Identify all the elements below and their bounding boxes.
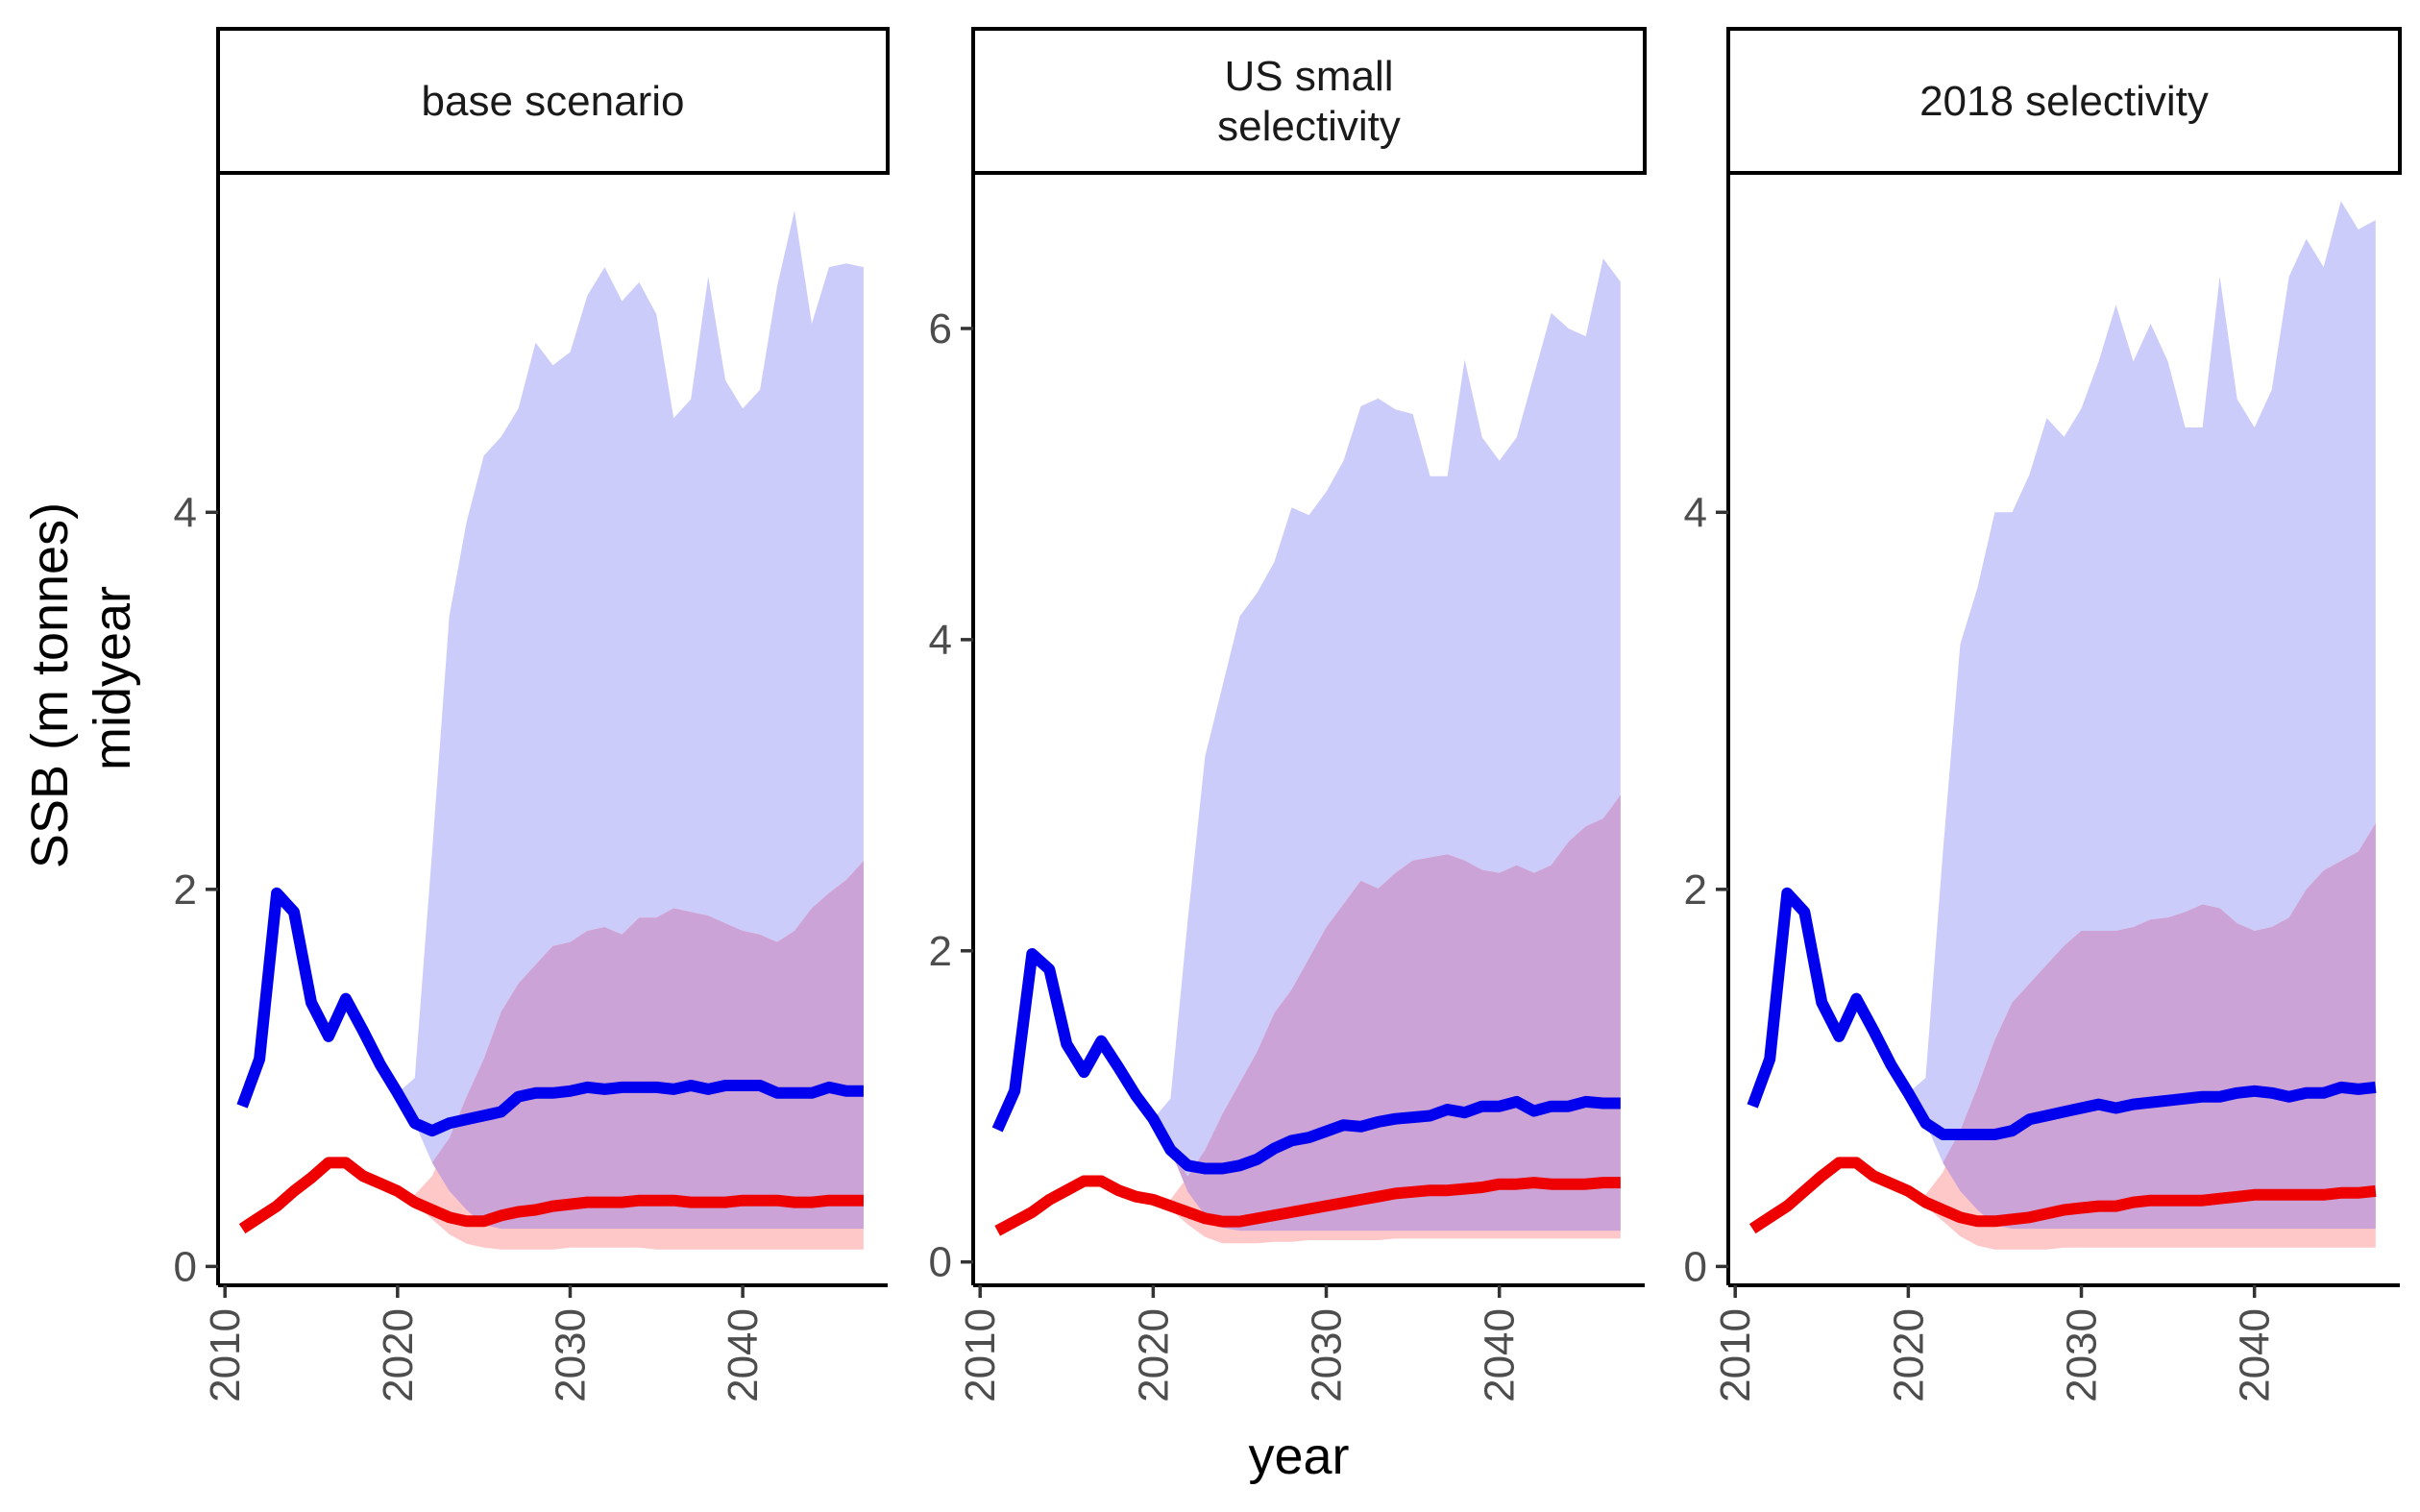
- x-tick-label: 2020: [375, 1308, 422, 1402]
- panel-2: US small selectivity 0 2 4 6 2010 2020 2030 2040: [929, 27, 1647, 1402]
- red-median-line: [1748, 1157, 2377, 1234]
- y-tick-label: 2: [929, 928, 952, 975]
- blue-median-line: [1747, 887, 2377, 1140]
- panel-title-line: base scenario: [422, 78, 685, 125]
- x-axis-title: year: [1248, 1427, 1349, 1485]
- x-tick-label: 2030: [1304, 1308, 1351, 1402]
- x-tick-label: 2010: [202, 1308, 249, 1402]
- panel-title: base scenario: [422, 78, 685, 125]
- panel-strip: [216, 27, 890, 175]
- y-tick-label: 0: [929, 1239, 952, 1286]
- panel-strip: [971, 27, 1647, 175]
- x-tick-label: 2040: [1477, 1308, 1524, 1402]
- panel-title-line: selectivity: [1217, 103, 1401, 150]
- x-tick-label: 2020: [1130, 1308, 1177, 1402]
- y-tick-label: 2: [1684, 866, 1707, 914]
- overlap-interval-band: [242, 861, 864, 1230]
- red-median-line: [994, 1175, 1621, 1236]
- y-axis-title: SSB (m tonnes) midyear: [21, 488, 141, 868]
- y-tick-label: 2: [174, 866, 197, 914]
- panel-title-line: US small: [1224, 53, 1393, 100]
- y-tick-label: 4: [929, 617, 952, 664]
- y-tick-label: 4: [174, 489, 197, 536]
- red-median-line: [238, 1157, 864, 1234]
- x-tick-label: 2010: [1712, 1308, 1759, 1402]
- y-tick-label: 0: [1684, 1243, 1707, 1290]
- x-tick-label: 2030: [547, 1308, 594, 1402]
- overlap-interval-band: [997, 794, 1621, 1232]
- panel-title-line: 2018 selectivity: [1919, 78, 2209, 125]
- x-tick-label: 2010: [957, 1308, 1004, 1402]
- x-tick-label: 2040: [720, 1308, 767, 1402]
- x-tick-label: 2030: [2059, 1308, 2106, 1402]
- blue-median-line: [991, 948, 1621, 1175]
- y-axis-title-line-2: midyear: [84, 586, 141, 770]
- panel-3: 2018 selectivity 0 2 4 2010 2020 2030 2040: [1684, 27, 2402, 1402]
- overlap-interval-band: [1752, 823, 2376, 1230]
- y-axis-title-line-1: SSB (m tonnes): [21, 502, 79, 868]
- x-tick-label: 2040: [2232, 1308, 2279, 1402]
- x-tick-label: 2020: [1885, 1308, 1932, 1402]
- panel-title: US small selectivity: [1217, 53, 1401, 150]
- panel-title: 2018 selectivity: [1919, 78, 2209, 125]
- y-tick-label: 0: [174, 1243, 197, 1290]
- y-tick-label: 4: [1684, 489, 1707, 536]
- panel-strip: [1726, 27, 2402, 175]
- panel-1: base scenario 0 2 4 2010 2020 2030 2040: [174, 27, 890, 1402]
- blue-median-line: [236, 887, 864, 1137]
- y-tick-label: 6: [929, 305, 952, 353]
